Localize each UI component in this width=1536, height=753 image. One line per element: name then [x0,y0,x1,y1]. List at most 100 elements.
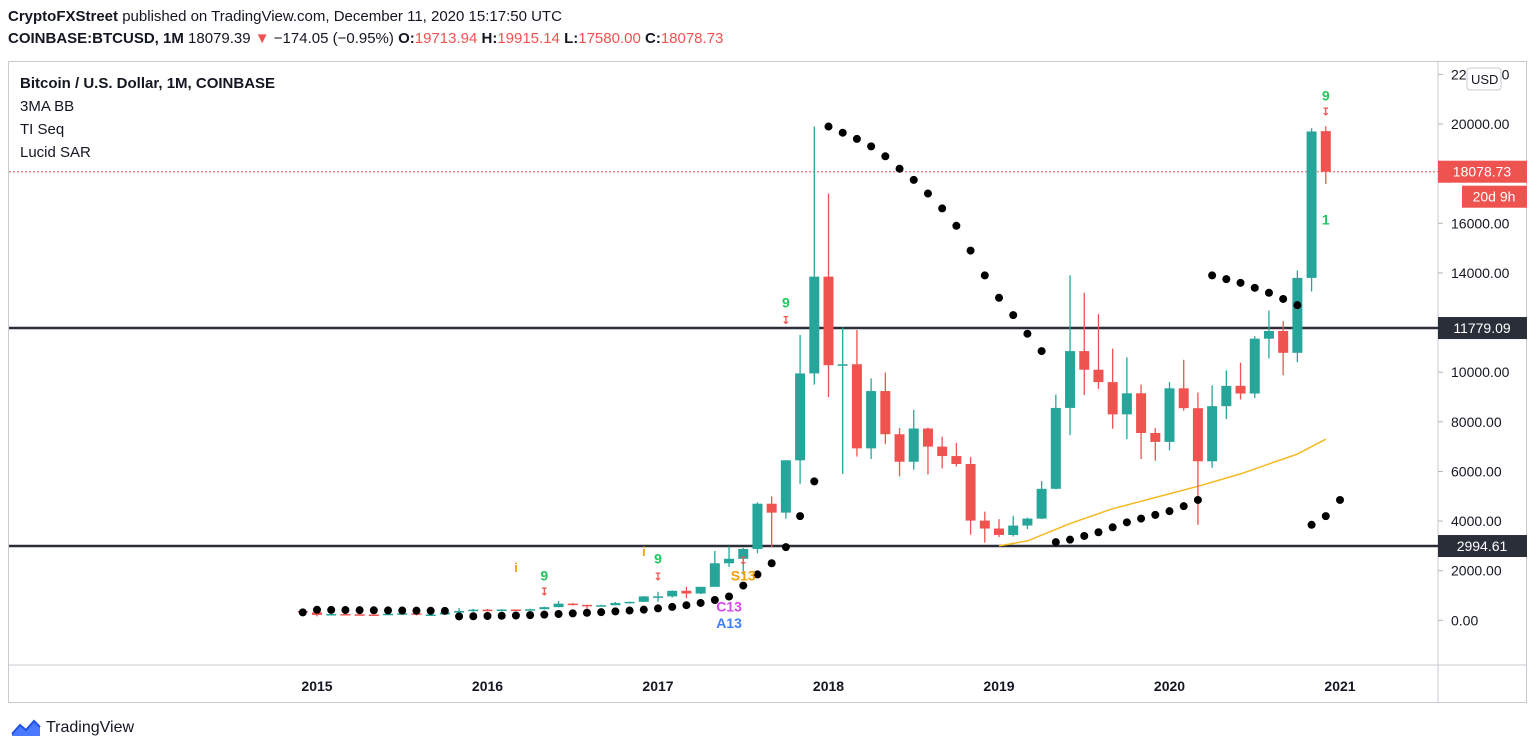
chart-legend: Bitcoin / U.S. Dollar, 1M, COINBASE 3MA … [20,72,275,164]
sar-dot [796,512,805,521]
sequential-label: ↧ [781,315,790,327]
sequential-label: 9 [782,295,790,311]
candle-body [1221,385,1232,407]
candle-body [482,609,493,612]
author-name[interactable]: CryptoFXStreet [8,8,119,25]
sar-dot [668,602,677,611]
last-price-label: 18078.73 [1453,164,1512,180]
legend-indicator-bb[interactable]: 3MA BB [20,98,75,115]
sar-dot [455,612,464,621]
sar-dot [895,164,904,173]
sar-dot [483,611,492,620]
publish-line: CryptoFXStreet published on TradingView.… [8,8,562,25]
high-value: 19915.14 [497,30,560,47]
hline-price-box [1438,317,1527,340]
candle-body [1136,393,1147,433]
sar-dot [696,598,705,607]
tradingview-footer[interactable]: TradingView [10,718,134,738]
candle-body [1192,408,1203,462]
candle-body [596,605,607,607]
sar-dot [625,606,634,615]
hline-price-label: 11779.09 [1453,320,1511,336]
ohlc-line: COINBASE:BTCUSD, 1M 18079.39 ▼ −174.05 (… [8,30,723,47]
sar-dot [1236,278,1245,287]
symbol-label: COINBASE:BTCUSD, 1M [8,30,184,47]
sequential-label: i [514,560,518,575]
sar-dot [980,271,989,280]
sar-dot [909,175,918,184]
candle-body [510,609,521,611]
candle-body [496,609,507,611]
candle-body [823,276,834,366]
sar-dot [341,606,350,615]
sar-dot [781,543,790,552]
sar-dot [582,608,591,617]
time-tick-label: 2019 [983,678,1014,694]
sar-dot [952,221,961,230]
sequential-label: A13 [716,615,742,631]
sequential-label: 9 [540,568,548,584]
open-value: 19713.94 [414,30,478,47]
candle-body [454,610,465,613]
legend-indicator-sar[interactable]: Lucid SAR [20,144,91,161]
candle-body [994,528,1004,535]
candle-body [368,614,379,616]
time-tick-label: 2015 [301,678,332,694]
sar-dot [710,595,719,604]
sar-dot [654,604,662,613]
high-label: H: [481,30,498,47]
sequential-label: ↧ [739,556,748,568]
candle-body [1164,388,1175,442]
sar-dot [355,606,364,615]
price-tick-label: 16000.00 [1451,215,1510,231]
sequential-label: S13 [731,568,756,584]
low-label: L: [564,30,579,47]
price-tick-label: 6000.00 [1451,463,1502,479]
candle-body [695,586,706,594]
candle-body [894,434,905,462]
sar-dot [810,477,819,486]
sar-dot [1293,301,1302,310]
sequential-label: 9 [654,550,662,566]
currency-label: USD [1471,72,1498,87]
candle-body [610,602,621,606]
sar-dot [1009,311,1018,320]
chart-frame [8,61,1527,703]
countdown-label: 20d 9h [1473,189,1516,205]
sar-dot [1108,523,1117,532]
candle-body [738,548,749,559]
candle-body [624,601,635,604]
sar-dot [412,606,421,615]
sar-dot [1264,288,1273,297]
time-tick-label: 2020 [1154,678,1185,694]
sar-dot [838,128,847,137]
price-tick-label: 14000.00 [1451,265,1510,281]
legend-title: Bitcoin / U.S. Dollar, 1M, COINBASE [20,75,276,92]
candle-body [1292,277,1303,353]
candle-body [922,428,933,447]
price-tick-label: 4000.00 [1451,513,1502,529]
candle-body [965,464,976,521]
candle-body [851,364,862,449]
open-label: O: [398,30,415,47]
candle-body [553,603,564,608]
time-tick-label: 2018 [813,678,844,694]
close-label: C: [644,30,661,47]
sar-dot [1279,294,1288,303]
sar-dot [313,605,321,614]
candle-body [752,503,763,549]
candle-body [880,391,891,435]
tradingview-logo-icon [11,719,41,736]
sar-dot [966,246,975,255]
candle-body [1278,330,1289,353]
candle-body [1121,393,1132,415]
legend-indicator-seq[interactable]: TI Seq [20,121,65,138]
sar-dot [1151,510,1160,519]
sar-dot [440,606,449,615]
sar-dot [938,204,947,213]
sar-dot [1165,507,1174,516]
candle-body [809,276,820,374]
candle-body [326,614,337,616]
candle-body [354,614,365,616]
